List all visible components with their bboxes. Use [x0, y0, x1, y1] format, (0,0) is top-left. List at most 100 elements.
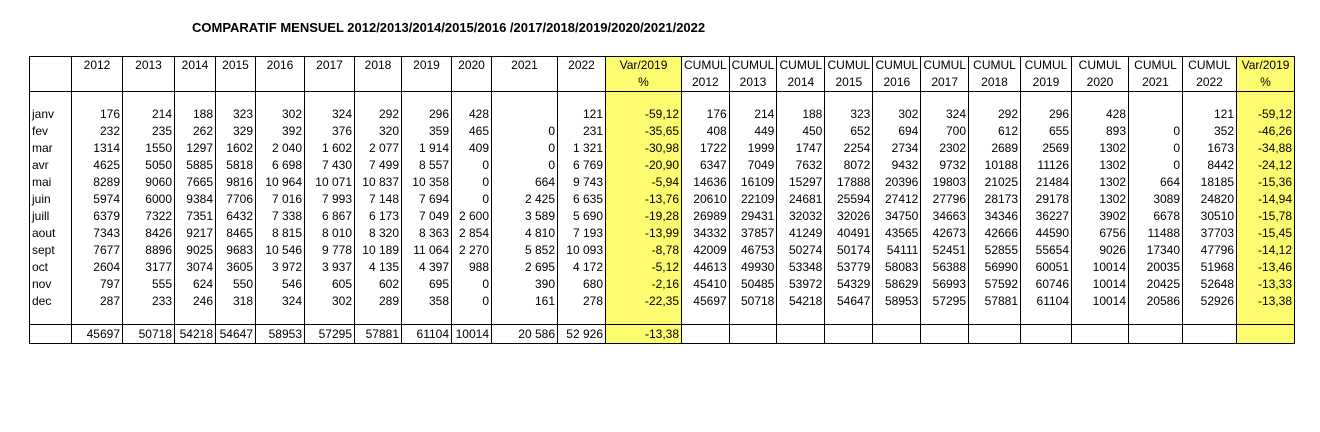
- table-cell: 700: [920, 123, 970, 140]
- table-cell: 49930: [728, 259, 778, 276]
- spacer-cell: [968, 91, 1022, 106]
- table-cell: 20 586: [491, 324, 558, 344]
- table-cell: 0: [451, 293, 492, 310]
- table-cell: 289: [354, 293, 402, 310]
- spacer-cell: [681, 310, 730, 325]
- table-cell: 17340: [1128, 242, 1184, 259]
- table-cell: 54647: [215, 324, 256, 344]
- table-cell: 10 071: [304, 174, 355, 191]
- spacer-cell: [1182, 310, 1238, 325]
- page-title: COMPARATIF MENSUEL 2012/2013/2014/2015/2…: [192, 20, 706, 35]
- table-cell: 7 049: [401, 208, 452, 225]
- table-cell: 3 589: [491, 208, 558, 225]
- spacer-cell: [728, 91, 778, 106]
- table-cell: Var/2019: [605, 56, 682, 74]
- table-cell: 1722: [681, 140, 730, 157]
- table-cell: 9 743: [557, 174, 606, 191]
- table-cell: 5818: [215, 157, 256, 174]
- table-cell: 278: [557, 293, 606, 310]
- table-cell: [491, 74, 558, 92]
- table-cell: 602: [354, 276, 402, 293]
- table-cell: [681, 324, 730, 344]
- table-cell: -59,12: [1236, 106, 1296, 123]
- table-cell: CUMUL: [776, 56, 826, 74]
- row-label-cell: [29, 324, 72, 344]
- table-cell: 323: [215, 106, 256, 123]
- table-cell: 5050: [122, 157, 175, 174]
- table-cell: [122, 74, 175, 92]
- table-cell: 50718: [728, 293, 778, 310]
- table-cell: 52855: [968, 242, 1022, 259]
- spacer-cell: [557, 310, 606, 325]
- spacer-cell: [920, 310, 970, 325]
- table-cell: -22,35: [605, 293, 682, 310]
- table-cell: 1 914: [401, 140, 452, 157]
- table-cell: 2019: [1020, 74, 1073, 92]
- table-cell: 54218: [776, 293, 826, 310]
- table-cell: 2014: [776, 74, 826, 92]
- table-cell: 2013: [728, 74, 778, 92]
- table-cell: 302: [255, 106, 305, 123]
- table-cell: CUMUL: [968, 56, 1022, 74]
- row-label-cell: fev: [29, 123, 72, 140]
- table-cell: 50485: [728, 276, 778, 293]
- table-cell: -13,33: [1236, 276, 1296, 293]
- table-cell: 797: [71, 276, 123, 293]
- table-cell: 4 172: [557, 259, 606, 276]
- table-cell: 7 993: [304, 191, 355, 208]
- table-cell: 612: [968, 123, 1022, 140]
- table-cell: 428: [1071, 106, 1130, 123]
- table-cell: 42666: [968, 225, 1022, 242]
- table-cell: 9060: [122, 174, 175, 191]
- table-cell: 10014: [451, 324, 492, 344]
- spacer-cell: [1020, 310, 1073, 325]
- table-cell: -15,36: [1236, 174, 1296, 191]
- table-cell: 4 135: [354, 259, 402, 276]
- table-cell: 6347: [681, 157, 730, 174]
- table-cell: 302: [872, 106, 922, 123]
- table-cell: 3089: [1128, 191, 1184, 208]
- table-cell: 7049: [728, 157, 778, 174]
- table-cell: 2015: [215, 56, 256, 74]
- table-cell: 1673: [1182, 140, 1238, 157]
- table-cell: 121: [557, 106, 606, 123]
- table-cell: 41249: [776, 225, 826, 242]
- table-cell: 1297: [174, 140, 216, 157]
- table-cell: -14,94: [1236, 191, 1296, 208]
- spacer-cell: [1020, 91, 1073, 106]
- table-cell: 121: [1182, 106, 1238, 123]
- table-cell: 655: [1020, 123, 1073, 140]
- table-cell: 6 173: [354, 208, 402, 225]
- table-cell: [1020, 324, 1073, 344]
- spacer-cell: [824, 310, 874, 325]
- table-cell: 19803: [920, 174, 970, 191]
- table-cell: 56990: [968, 259, 1022, 276]
- table-cell: 37703: [1182, 225, 1238, 242]
- table-cell: 6379: [71, 208, 123, 225]
- header-row-bottom: % 2012 2013 2014 2015 2016 2017 2018 2019 2020 202…: [29, 74, 1296, 92]
- spacer-cell: [968, 310, 1022, 325]
- table-cell: 555: [122, 276, 175, 293]
- table-cell: 11 064: [401, 242, 452, 259]
- table-cell: -15,78: [1236, 208, 1296, 225]
- table-cell: 664: [1128, 174, 1184, 191]
- table-cell: [1128, 324, 1184, 344]
- table-cell: -8,78: [605, 242, 682, 259]
- table-cell: 408: [681, 123, 730, 140]
- table-row: janv 176 214 188 323 302 324 292 296 428 121 -59,12…: [29, 106, 1296, 123]
- table-cell: [872, 324, 922, 344]
- table-cell: 10 964: [255, 174, 305, 191]
- table-cell: 605: [304, 276, 355, 293]
- table-cell: 2734: [872, 140, 922, 157]
- table-cell: 10 093: [557, 242, 606, 259]
- table-cell: 11488: [1128, 225, 1184, 242]
- table-cell: [776, 324, 826, 344]
- table-row: oct 2604 3177 3074 3605 3 972 3 937 4 135 4 397 9…: [29, 259, 1296, 276]
- table-cell: 2689: [968, 140, 1022, 157]
- table-cell: 324: [304, 106, 355, 123]
- table-cell: 320: [354, 123, 402, 140]
- table-cell: 4625: [71, 157, 123, 174]
- header-row-top: 2012 2013 2014 2015 2016 2017 2018 2019 2020 2021…: [29, 56, 1296, 74]
- table-cell: 5 690: [557, 208, 606, 225]
- table-cell: 1302: [1071, 174, 1130, 191]
